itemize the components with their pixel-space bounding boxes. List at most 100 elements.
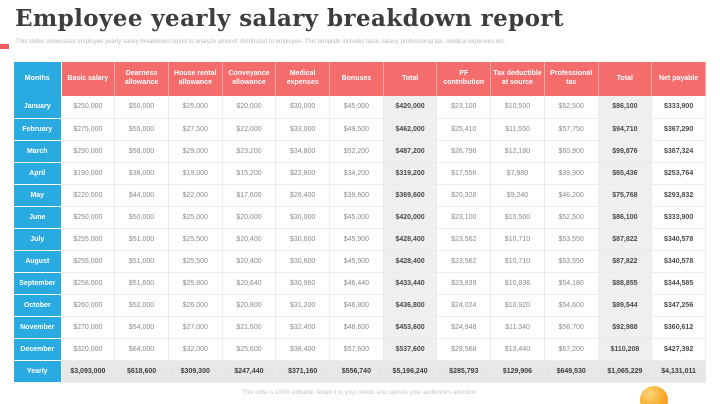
table-cell: $56,700 [544,316,599,339]
table-cell: $10,710 [490,228,545,251]
header-column: Net payable [651,62,706,96]
table-cell: $23,100 [436,206,492,229]
table-cell: $67,200 [544,338,599,361]
month-label: January [14,96,62,119]
month-label: September [14,272,62,295]
table-cell: $3,093,000 [61,359,116,383]
table-cell: $129,906 [490,359,545,383]
table-cell: $20,328 [436,184,492,207]
table-cell: $344,585 [651,272,706,295]
table-cell: $10,500 [490,206,545,229]
table-cell: $57,600 [329,338,384,361]
table-cell: $420,000 [383,96,438,119]
table-cell: $369,600 [383,184,438,207]
table-cell: $428,400 [383,228,438,251]
table-cell: $32,000 [168,338,223,361]
table-cell: $253,764 [651,162,706,185]
header-months: Months [14,62,62,96]
table-cell: $13,440 [490,338,545,361]
table-cell: $46,200 [544,184,599,207]
table-row: August $255,000 $51,000 $25,500 $20,400 $30,6… [14,250,706,273]
table-cell: $285,793 [436,359,492,383]
table-cell: $55,000 [114,118,169,141]
table-cell: $30,000 [275,96,331,119]
table-cell: $30,600 [275,228,331,251]
table-cell: $23,562 [436,250,492,273]
table-cell: $34,200 [329,162,384,185]
table-cell: $258,000 [61,272,116,295]
header-column: House rental allowance [168,62,223,96]
table-cell: $29,568 [436,338,492,361]
table-row: April $190,000 $38,000 $19,000 $15,200 $22,80… [14,162,706,185]
table-cell: $31,200 [275,294,331,317]
table-cell: $293,832 [651,184,706,207]
table-cell: $50,000 [114,96,169,119]
table-cell: $54,000 [114,316,169,339]
table-cell: $10,836 [490,272,545,295]
table-cell: $99,876 [598,140,653,163]
table-cell: $46,800 [329,294,384,317]
header-column: Bonuses [329,62,384,96]
page-title: Employee yearly salary breakdown report [15,5,564,32]
table-cell: $46,440 [329,272,384,295]
table-cell: $333,900 [651,96,706,119]
table-row: June $250,000 $50,000 $25,000 $20,000 $30,000… [14,206,706,229]
table-cell: $44,000 [114,184,169,207]
table-cell: $38,400 [275,338,331,361]
table-cell: $618,600 [114,359,169,383]
table-cell: $275,000 [61,118,116,141]
month-label: March [14,140,62,163]
table-cell: $21,600 [222,316,277,339]
table-cell: $26,400 [275,184,331,207]
table-cell: $387,324 [651,140,706,163]
table-cell: $51,600 [114,272,169,295]
table-cell: $22,000 [222,118,277,141]
slide-subtitle: This slides showcases employee yearly sa… [16,39,506,45]
table-cell: $453,600 [383,316,438,339]
table-cell: $87,822 [598,228,653,251]
salary-breakdown-table: Months Basic salary Dearness allowance Hous… [14,62,706,383]
header-column: Dearness allowance [114,62,169,96]
table-cell: $22,000 [168,184,223,207]
month-label: July [14,228,62,251]
table-row: September $258,000 $51,600 $25,800 $20,640 $3… [14,272,706,295]
table-cell: $20,400 [222,250,277,273]
table-cell: $25,410 [436,118,492,141]
orange-circle-decoration [640,386,668,404]
table-cell: $1,065,229 [598,359,653,383]
month-label: August [14,250,62,273]
table-cell: $20,640 [222,272,277,295]
table-cell: $23,562 [436,228,492,251]
table-cell: $5,196,240 [383,359,438,383]
table-cell: $25,800 [168,272,223,295]
table-cell: $86,100 [598,96,653,119]
month-label: December [14,338,62,361]
table-cell: $537,600 [383,338,438,361]
header-column: Total [383,62,438,96]
table-cell: $255,000 [61,228,116,251]
table-cell: $110,208 [598,338,653,361]
month-label: June [14,206,62,229]
table-cell: $57,750 [544,118,599,141]
table-cell: $10,500 [490,96,545,119]
table-cell: $12,180 [490,140,545,163]
table-cell: $25,000 [168,206,223,229]
table-cell: $86,100 [598,206,653,229]
table-cell: $333,900 [651,206,706,229]
table-cell: $20,000 [222,96,277,119]
table-cell: $26,000 [168,294,223,317]
table-cell: $26,796 [436,140,492,163]
table-cell: $290,000 [61,140,116,163]
table-cell: $25,600 [222,338,277,361]
table-cell: $428,400 [383,250,438,273]
table-cell: $30,000 [275,206,331,229]
table-cell: $9,240 [490,184,545,207]
table-cell: $54,180 [544,272,599,295]
table-cell: $33,000 [275,118,331,141]
table-cell: $340,578 [651,228,706,251]
table-cell: $15,200 [222,162,277,185]
table-cell: $320,000 [61,338,116,361]
table-row: October $260,000 $52,000 $26,000 $20,800 $31,… [14,294,706,317]
table-cell: $52,500 [544,206,599,229]
table-cell: $39,600 [329,184,384,207]
